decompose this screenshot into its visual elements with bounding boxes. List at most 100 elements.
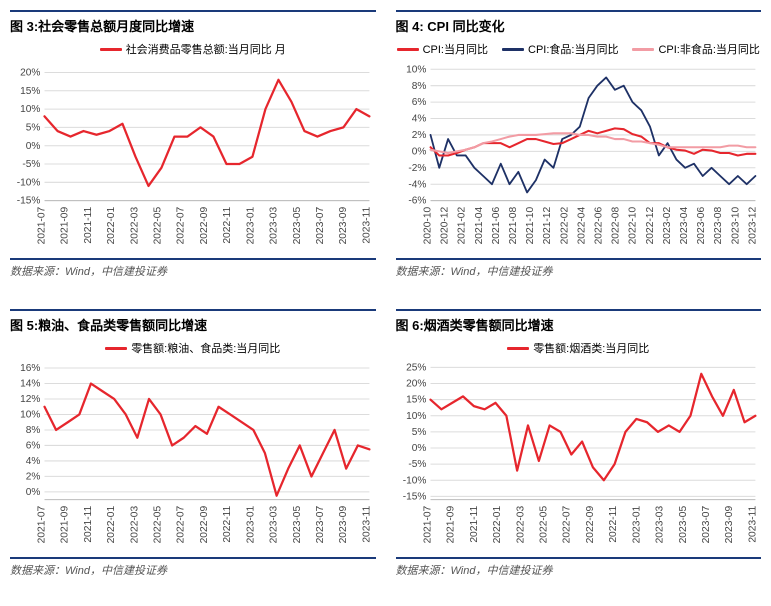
svg-text:-2%: -2% xyxy=(408,163,426,174)
svg-text:2021-09: 2021-09 xyxy=(60,505,71,543)
svg-text:2023-07: 2023-07 xyxy=(315,505,326,543)
svg-text:-15%: -15% xyxy=(17,196,41,207)
svg-text:2023-07: 2023-07 xyxy=(701,505,712,543)
panel-title: 图 6:烟酒类零售额同比增速 xyxy=(396,309,762,334)
svg-text:2021-11: 2021-11 xyxy=(83,206,94,243)
svg-text:2021-06: 2021-06 xyxy=(490,206,501,244)
svg-text:2023-02: 2023-02 xyxy=(661,206,672,244)
svg-text:2023-09: 2023-09 xyxy=(338,206,349,244)
svg-text:2022-03: 2022-03 xyxy=(129,206,140,244)
source-note: 数据来源：Wind，中信建投证券 xyxy=(10,557,376,578)
svg-text:2022-11: 2022-11 xyxy=(222,505,233,542)
svg-text:2022-07: 2022-07 xyxy=(176,505,187,543)
legend-item: 社会消费品零售总额:当月同比 月 xyxy=(100,41,286,57)
svg-text:25%: 25% xyxy=(406,362,426,373)
svg-text:2022-11: 2022-11 xyxy=(608,505,619,542)
source-note: 数据来源：Wind，中信建投证券 xyxy=(10,258,376,279)
svg-text:2022-03: 2022-03 xyxy=(515,505,526,543)
legend-label: 零售额:烟酒类:当月同比 xyxy=(533,340,649,356)
svg-text:2022-09: 2022-09 xyxy=(585,505,596,543)
svg-text:2023-05: 2023-05 xyxy=(292,206,303,244)
svg-text:10%: 10% xyxy=(406,411,426,422)
legend-item: 零售额:粮油、食品类:当月同比 xyxy=(105,340,280,356)
svg-text:2023-05: 2023-05 xyxy=(292,505,303,543)
svg-text:12%: 12% xyxy=(20,394,40,405)
legend: 零售额:粮油、食品类:当月同比 xyxy=(10,336,376,358)
svg-text:2021-09: 2021-09 xyxy=(60,206,71,244)
svg-text:2022-04: 2022-04 xyxy=(576,206,587,244)
chart-panel: 图 5:粮油、食品类零售额同比增速零售额:粮油、食品类:当月同比0%2%4%6%… xyxy=(10,309,376,578)
svg-text:2022-08: 2022-08 xyxy=(610,206,621,244)
svg-text:2023-04: 2023-04 xyxy=(679,206,690,244)
legend-label: CPI:食品:当月同比 xyxy=(528,41,618,57)
svg-text:2022-11: 2022-11 xyxy=(222,206,233,243)
svg-text:4%: 4% xyxy=(26,456,41,467)
svg-text:20%: 20% xyxy=(20,68,40,79)
svg-text:8%: 8% xyxy=(26,425,41,436)
chart-panel: 图 3:社会零售总额月度同比增速社会消费品零售总额:当月同比 月-15%-10%… xyxy=(10,10,376,279)
legend-item: CPI:非食品:当月同比 xyxy=(632,41,759,57)
legend-swatch xyxy=(397,48,419,51)
svg-text:-10%: -10% xyxy=(17,177,41,188)
svg-text:2023-08: 2023-08 xyxy=(713,206,724,244)
svg-text:2022-05: 2022-05 xyxy=(153,206,164,244)
svg-text:10%: 10% xyxy=(406,64,426,75)
svg-text:2023-12: 2023-12 xyxy=(747,206,758,244)
svg-text:6%: 6% xyxy=(26,440,41,451)
svg-text:2022-05: 2022-05 xyxy=(153,505,164,543)
svg-text:2022-02: 2022-02 xyxy=(559,206,570,244)
svg-text:0%: 0% xyxy=(26,487,41,498)
svg-text:5%: 5% xyxy=(411,427,426,438)
svg-text:2023-10: 2023-10 xyxy=(730,206,741,244)
legend: 社会消费品零售总额:当月同比 月 xyxy=(10,37,376,59)
legend-item: CPI:当月同比 xyxy=(397,41,488,57)
legend-swatch xyxy=(632,48,654,51)
svg-text:2023-09: 2023-09 xyxy=(724,505,735,543)
svg-text:-6%: -6% xyxy=(408,196,426,207)
legend-item: 零售额:烟酒类:当月同比 xyxy=(507,340,649,356)
svg-text:2021-09: 2021-09 xyxy=(445,505,456,543)
svg-text:10%: 10% xyxy=(20,104,40,115)
legend-swatch xyxy=(502,48,524,51)
svg-text:2%: 2% xyxy=(26,471,41,482)
svg-text:-5%: -5% xyxy=(22,159,40,170)
svg-text:2021-12: 2021-12 xyxy=(542,206,553,244)
svg-text:2021-07: 2021-07 xyxy=(422,505,433,543)
svg-text:0%: 0% xyxy=(26,141,41,152)
legend: CPI:当月同比 CPI:食品:当月同比 CPI:非食品:当月同比 xyxy=(396,37,762,59)
svg-text:2022-05: 2022-05 xyxy=(538,505,549,543)
source-note: 数据来源：Wind，中信建投证券 xyxy=(396,557,762,578)
legend-label: 社会消费品零售总额:当月同比 月 xyxy=(126,41,286,57)
svg-text:0%: 0% xyxy=(411,443,426,454)
svg-text:2023-11: 2023-11 xyxy=(361,206,372,243)
svg-text:2021-02: 2021-02 xyxy=(456,206,467,244)
chart-panel: 图 4: CPI 同比变化CPI:当月同比CPI:食品:当月同比CPI:非食品:… xyxy=(396,10,762,279)
svg-text:2023-03: 2023-03 xyxy=(269,206,280,244)
svg-text:2023-09: 2023-09 xyxy=(338,505,349,543)
svg-text:2020-10: 2020-10 xyxy=(422,206,433,244)
legend-label: CPI:当月同比 xyxy=(423,41,488,57)
legend-item: CPI:食品:当月同比 xyxy=(502,41,618,57)
svg-text:16%: 16% xyxy=(20,363,40,374)
svg-text:10%: 10% xyxy=(20,410,40,421)
svg-text:2021-11: 2021-11 xyxy=(468,505,479,542)
svg-text:2021-07: 2021-07 xyxy=(37,505,48,543)
svg-text:2023-07: 2023-07 xyxy=(315,206,326,244)
svg-text:-15%: -15% xyxy=(402,491,426,502)
svg-text:2022-06: 2022-06 xyxy=(593,206,604,244)
svg-text:2022-01: 2022-01 xyxy=(492,505,503,543)
svg-text:5%: 5% xyxy=(26,122,41,133)
chart-area: -15%-10%-5%0%5%10%15%20%25%2021-072021-0… xyxy=(396,358,762,553)
svg-text:2021-10: 2021-10 xyxy=(525,206,536,244)
svg-text:2023-03: 2023-03 xyxy=(654,505,665,543)
svg-text:2022-12: 2022-12 xyxy=(644,206,655,244)
svg-text:-4%: -4% xyxy=(408,179,426,190)
svg-text:8%: 8% xyxy=(411,81,426,92)
svg-text:2021-04: 2021-04 xyxy=(473,206,484,244)
svg-text:14%: 14% xyxy=(20,379,40,390)
svg-text:2023-05: 2023-05 xyxy=(677,505,688,543)
svg-text:2023-01: 2023-01 xyxy=(245,206,256,244)
svg-text:2022-01: 2022-01 xyxy=(106,206,117,244)
svg-text:2023-01: 2023-01 xyxy=(245,505,256,543)
svg-text:2022-09: 2022-09 xyxy=(199,206,210,244)
